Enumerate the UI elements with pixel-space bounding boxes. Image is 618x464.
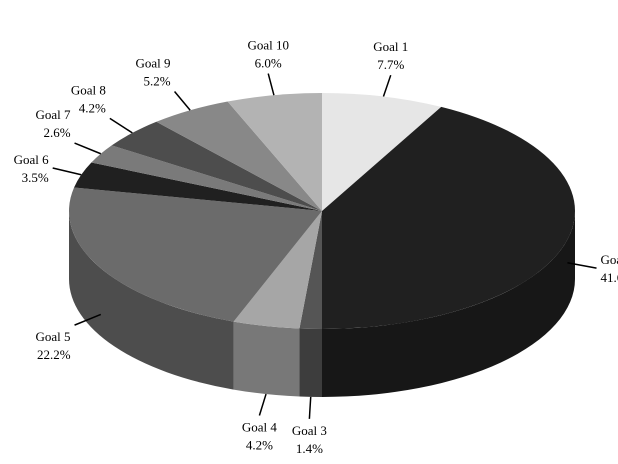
slice-name-label: Goal 2 (601, 252, 618, 267)
leader-line-goal-8 (109, 117, 133, 134)
slice-value-label: 7.7% (377, 57, 404, 72)
slice-goal-10 (227, 93, 322, 211)
slice-name-label: Goal 9 (136, 56, 171, 71)
leader-line-goal-1 (382, 74, 392, 97)
slice-name-label: Goal 7 (36, 107, 72, 122)
pie-sides (69, 211, 575, 397)
slice-value-label: 41.6% (601, 270, 618, 285)
slice-name-label: Goal 3 (292, 423, 327, 438)
slice-side-goal-4 (233, 321, 300, 397)
leader-line-goal-5 (74, 313, 102, 326)
slice-value-label: 2.6% (43, 125, 70, 140)
slice-side-goal-5 (69, 211, 234, 390)
slice-side-goal-3 (299, 328, 322, 397)
slice-value-label: 4.2% (79, 100, 106, 115)
pie-leader-lines (52, 73, 597, 419)
slice-goal-9 (156, 101, 322, 211)
slice-goal-3 (299, 211, 322, 329)
slice-goal-6 (74, 162, 322, 211)
slice-goal-1 (322, 93, 442, 211)
slice-side-goal-2 (322, 211, 575, 397)
slice-goal-8 (111, 121, 322, 211)
leader-line-goal-6 (52, 167, 82, 176)
slice-name-label: Goal 1 (373, 39, 408, 54)
slice-goal-4 (233, 211, 322, 329)
slice-value-label: 1.4% (296, 441, 323, 456)
slice-value-label: 22.2% (37, 347, 71, 362)
slice-value-label: 4.2% (246, 438, 273, 453)
slice-name-label: Goal 10 (247, 38, 289, 53)
leader-line-goal-10 (267, 73, 275, 96)
slice-goal-5 (68, 187, 322, 322)
slice-value-label: 6.0% (255, 56, 282, 71)
pie-labels: Goal 1 7.7% Goal 2 41.6% Goal 3 1.4% Goal 4 4.2… (14, 38, 618, 456)
slice-value-label: 5.2% (143, 74, 170, 89)
slice-name-label: Goal 6 (14, 152, 50, 167)
slice-goal-7 (91, 145, 322, 211)
leader-line-goal-7 (74, 142, 102, 155)
leader-line-goal-3 (308, 396, 312, 419)
slice-name-label: Goal 5 (36, 329, 71, 344)
leader-line-goal-4 (258, 393, 267, 416)
slice-name-label: Goal 4 (242, 420, 278, 435)
pie-tops (68, 93, 575, 330)
leader-line-goal-9 (173, 91, 191, 111)
slice-name-label: Goal 8 (71, 82, 106, 97)
slice-value-label: 3.5% (22, 170, 49, 185)
leader-line-goal-2 (567, 262, 597, 269)
slice-goal-2 (322, 106, 575, 330)
